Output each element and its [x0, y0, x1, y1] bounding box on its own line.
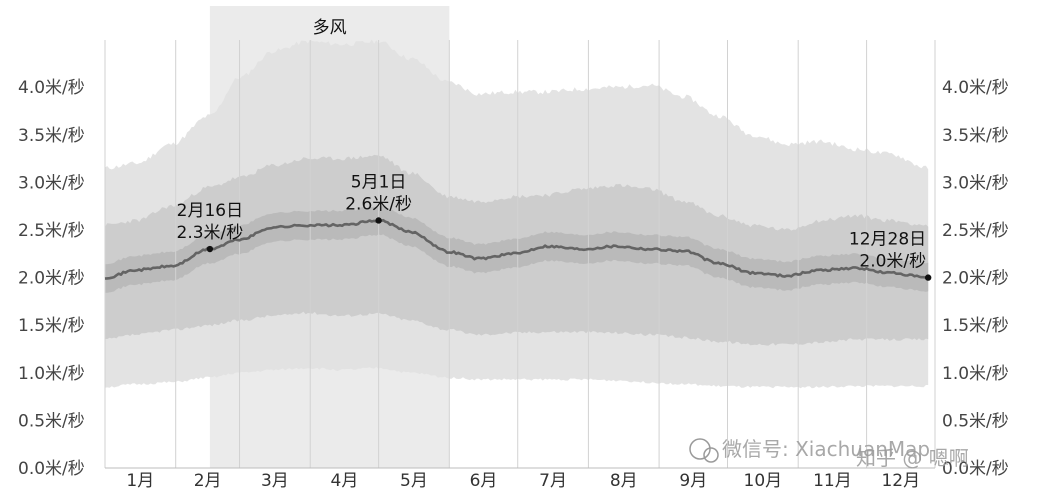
month-label: 7月 [539, 471, 567, 491]
month-label: 6月 [470, 471, 498, 491]
y-tick-label-right: 0.0米/秒 [942, 459, 1009, 479]
y-tick-label-left: 3.0米/秒 [18, 173, 85, 193]
y-tick-label-left: 4.0米/秒 [18, 78, 85, 98]
annotation-dot [924, 274, 932, 281]
annotation-dot [206, 245, 214, 253]
median-series [104, 218, 929, 280]
y-axis-left: 0.0米/秒 0.5米/秒 1.0米/秒 1.5米/秒 2.0米/秒 2.5米/秒 3.0米… [18, 78, 85, 479]
month-label: 9月 [679, 471, 707, 491]
watermark-zhihu: 知乎 @ 嗯啊 [856, 446, 969, 470]
y-tick-label-left: 2.0米/秒 [18, 269, 85, 289]
wechat-icon-bubble [703, 447, 719, 463]
watermark: 微信号: XiachuanMap 知乎 @ 嗯啊 [689, 437, 969, 470]
month-label: 12月 [881, 471, 920, 491]
grid-lines [104, 40, 936, 469]
y-tick-label-right: 3.5米/秒 [942, 126, 1009, 146]
annotation-date: 2月16日 [177, 201, 243, 221]
month-label: 2月 [194, 471, 222, 491]
y-tick-label-left: 0.5米/秒 [18, 411, 85, 431]
y-tick-label-left: 1.0米/秒 [18, 364, 85, 384]
watermark-wechat: 微信号: XiachuanMap [722, 437, 930, 461]
annotation-date: 5月1日 [351, 172, 407, 192]
x-axis-months: 1月 2月 3月 4月 5月 6月 7月 8月 9月 10月 11月 12月 [126, 471, 920, 491]
y-tick-label-right: 0.5米/秒 [942, 411, 1009, 431]
month-label: 1月 [126, 471, 154, 491]
y-tick-label-right: 2.5米/秒 [942, 221, 1009, 241]
month-label: 5月 [400, 471, 428, 491]
y-tick-label-right: 4.0米/秒 [942, 78, 1009, 98]
percentile-bands [105, 39, 929, 389]
y-tick-label-right: 2.0米/秒 [942, 269, 1009, 289]
median-band [105, 205, 929, 293]
y-tick-label-left: 2.5米/秒 [18, 221, 85, 241]
y-tick-label-right: 1.0米/秒 [942, 364, 1009, 384]
month-label: 4月 [331, 471, 359, 491]
y-tick-label-right: 1.5米/秒 [942, 316, 1009, 336]
month-label: 10月 [744, 471, 783, 491]
annotation-dot [375, 217, 382, 224]
month-label: 8月 [610, 471, 638, 491]
month-label: 3月 [261, 471, 289, 491]
y-tick-label-left: 1.5米/秒 [18, 316, 85, 336]
median-line [104, 218, 929, 280]
wechat-icon [689, 438, 711, 460]
annotation-value: 2.3米/秒 [177, 223, 244, 243]
annotation-value: 2.6米/秒 [345, 194, 412, 214]
y-tick-label-right: 3.0米/秒 [942, 173, 1009, 193]
annotation-date: 12月28日 [849, 230, 926, 250]
y-tick-label-left: 0.0米/秒 [18, 459, 85, 479]
y-axis-right: 0.0米/秒 0.5米/秒 1.0米/秒 1.5米/秒 2.0米/秒 2.5米/秒 3.0米… [942, 78, 1009, 479]
month-label: 11月 [813, 471, 852, 491]
y-tick-label-left: 3.5米/秒 [18, 126, 85, 146]
annotation-value: 2.0米/秒 [859, 252, 926, 272]
highlight-label: 多风 [313, 18, 347, 38]
